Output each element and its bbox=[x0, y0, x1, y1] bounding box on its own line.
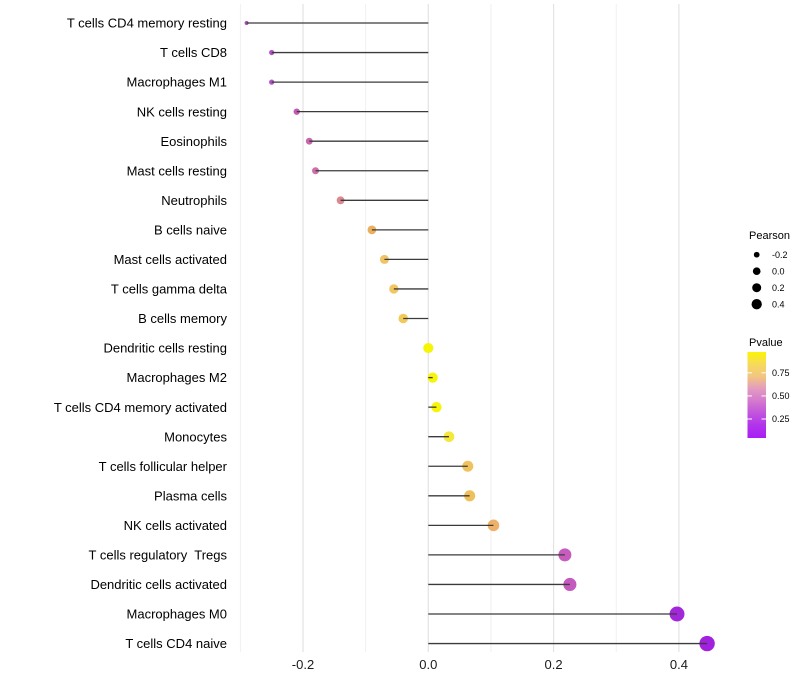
pvalue-colorbar bbox=[747, 352, 766, 438]
category-label: B cells memory bbox=[138, 311, 227, 326]
x-tick-label: 0.4 bbox=[670, 657, 688, 672]
category-label: Mast cells activated bbox=[114, 252, 227, 267]
category-label: T cells follicular helper bbox=[99, 459, 228, 474]
category-label: Mast cells resting bbox=[127, 163, 227, 178]
x-tick-label: 0.2 bbox=[545, 657, 563, 672]
legend-size-label: -0.2 bbox=[772, 250, 788, 260]
category-label: NK cells resting bbox=[137, 104, 227, 119]
category-label: T cells CD8 bbox=[160, 45, 227, 60]
pvalue-color-legend: Pvalue 0.75 0.50 0.25 bbox=[747, 337, 790, 438]
colorbar-tick-label: 0.75 bbox=[772, 368, 790, 378]
legend-size-dot bbox=[753, 251, 760, 258]
category-label: B cells naive bbox=[154, 222, 227, 237]
category-label: Monocytes bbox=[164, 429, 227, 444]
lollipop-dot bbox=[462, 460, 474, 472]
legend-size-dot bbox=[752, 267, 761, 276]
colorbar-tick-label: 0.50 bbox=[772, 391, 790, 401]
pvalue-legend-title: Pvalue bbox=[749, 337, 783, 349]
legend-size-label: 0.2 bbox=[772, 283, 785, 293]
colorbar-tick-label: 0.25 bbox=[772, 414, 790, 424]
category-label: T cells gamma delta bbox=[111, 282, 228, 297]
category-label: T cells CD4 naive bbox=[125, 636, 227, 651]
lollipop-dot bbox=[423, 342, 434, 354]
legend-size-dot bbox=[752, 283, 762, 293]
category-label: Macrophages M2 bbox=[127, 370, 227, 385]
category-label: Dendritic cells resting bbox=[103, 341, 227, 356]
category-label: Neutrophils bbox=[161, 193, 227, 208]
legend-size-label: 0.4 bbox=[772, 299, 785, 309]
pearson-size-legend: Pearson -0.2 0.0 0.2 0.4 bbox=[749, 230, 790, 309]
category-label: Eosinophils bbox=[161, 134, 228, 149]
lollipop-dot bbox=[389, 284, 399, 294]
legend-size-label: 0.0 bbox=[772, 266, 785, 276]
category-label: T cells regulatory Tregs bbox=[89, 548, 228, 563]
category-label: Plasma cells bbox=[154, 488, 227, 503]
category-label: Macrophages M0 bbox=[127, 607, 227, 622]
x-tick-label: 0.0 bbox=[419, 657, 437, 672]
category-label: NK cells activated bbox=[124, 518, 227, 533]
pearson-legend-title: Pearson bbox=[749, 230, 790, 242]
x-axis-tick-labels: -0.2 0.0 0.2 0.4 bbox=[292, 657, 688, 672]
category-label: T cells CD4 memory activated bbox=[54, 400, 227, 415]
category-label: Dendritic cells activated bbox=[90, 577, 227, 592]
lollipop-marks bbox=[244, 21, 715, 652]
x-tick-label: -0.2 bbox=[292, 657, 314, 672]
category-label: T cells CD4 memory resting bbox=[67, 16, 227, 31]
legend-size-dot bbox=[751, 299, 762, 310]
category-label: Macrophages M1 bbox=[127, 75, 227, 90]
category-labels: T cells CD4 memory resting T cells CD8 Mac… bbox=[54, 16, 228, 652]
